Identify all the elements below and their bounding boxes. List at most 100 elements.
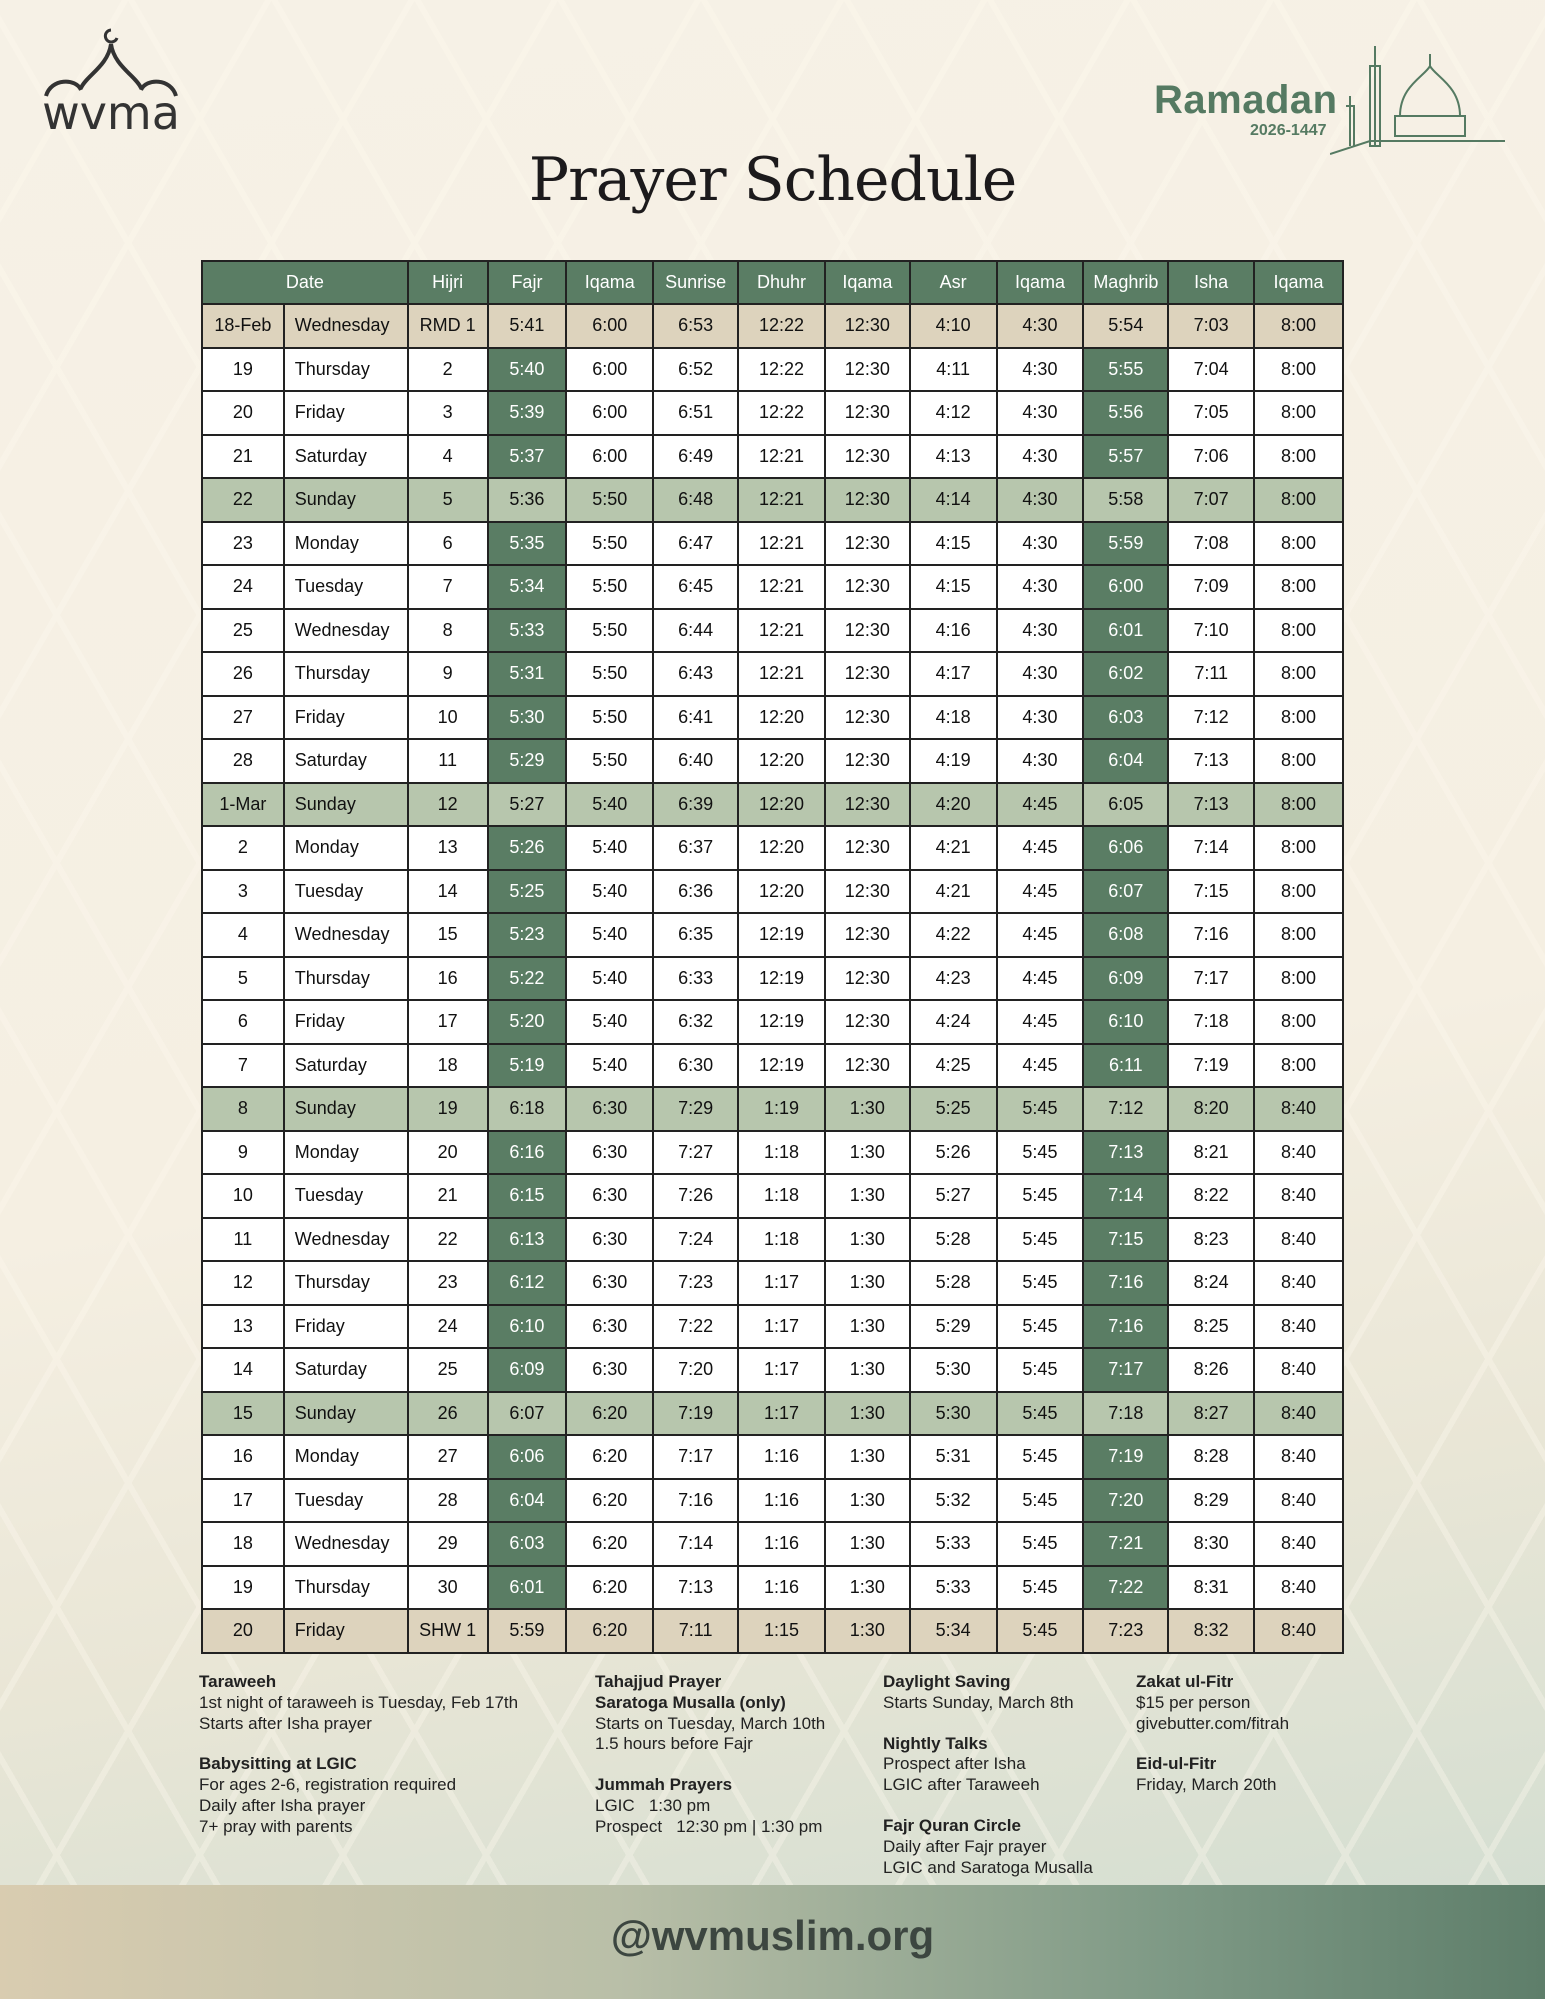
cell-date: 20 — [201, 390, 285, 436]
cell-asr: 5:33 — [908, 1564, 998, 1610]
cell-asr-iqama: 5:45 — [995, 1086, 1085, 1132]
note-line: Starts on Tuesday, March 10th — [595, 1713, 826, 1733]
cell-isha: 7:13 — [1167, 781, 1256, 827]
cell-day: Thursday — [282, 346, 409, 392]
cell-sunrise: 6:52 — [652, 346, 740, 392]
table-row: 25 Wednesday 8 5:33 5:50 6:44 12:21 12:30 4:16 4:… — [201, 607, 1344, 653]
cell-sunrise: 7:16 — [652, 1477, 740, 1523]
cell-date: 3 — [201, 868, 285, 914]
cell-sunrise: 7:17 — [652, 1434, 740, 1480]
note-line: Starts Sunday, March 8th — [883, 1692, 1074, 1712]
table-row: 12 Thursday 23 6:12 6:30 7:23 1:17 1:30 5:28 5:45… — [201, 1260, 1344, 1306]
cell-dhuhr: 12:19 — [737, 912, 826, 958]
cell-asr-iqama: 5:45 — [995, 1477, 1085, 1523]
cell-dhuhr: 12:20 — [737, 868, 826, 914]
header-asr-iqama: Iqama — [995, 260, 1085, 305]
cell-isha: 8:24 — [1167, 1260, 1256, 1306]
cell-isha-iqama: 8:40 — [1253, 1260, 1344, 1306]
cell-asr: 4:24 — [908, 999, 998, 1045]
cell-dhuhr-iqama: 12:30 — [823, 477, 911, 523]
cell-dhuhr: 1:19 — [737, 1086, 826, 1132]
cell-dhuhr-iqama: 1:30 — [823, 1390, 911, 1436]
note-block: Nightly Talks Prospect after Isha LGIC aft… — [883, 1734, 1093, 1796]
cell-dhuhr: 1:17 — [737, 1347, 826, 1393]
cell-sunrise: 6:32 — [652, 999, 740, 1045]
cell-isha-iqama: 8:00 — [1253, 564, 1344, 610]
table-row: 18 Wednesday 29 6:03 6:20 7:14 1:16 1:30 5:33 5:4… — [201, 1521, 1344, 1567]
cell-dhuhr: 12:19 — [737, 1042, 826, 1088]
note-line: 1.5 hours before Fajr — [595, 1734, 753, 1754]
cell-maghrib: 6:09 — [1082, 955, 1170, 1001]
cell-hijri: 25 — [406, 1347, 489, 1393]
cell-asr: 4:22 — [908, 912, 998, 958]
cell-fajr-iqama: 6:30 — [565, 1260, 655, 1306]
cell-sunrise: 7:27 — [652, 1129, 740, 1175]
cell-dhuhr: 12:21 — [737, 651, 826, 697]
cell-dhuhr-iqama: 1:30 — [823, 1260, 911, 1306]
table-row: 14 Saturday 25 6:09 6:30 7:20 1:17 1:30 5:30 5:45… — [201, 1347, 1344, 1393]
cell-dhuhr-iqama: 12:30 — [823, 999, 911, 1045]
note-block: Taraweeh 1st night of taraweeh is Tuesday… — [199, 1672, 518, 1734]
cell-fajr-iqama: 6:00 — [565, 433, 655, 479]
cell-fajr: 6:09 — [486, 1347, 568, 1393]
cell-asr-iqama: 4:30 — [995, 520, 1085, 566]
cell-date: 4 — [201, 912, 285, 958]
cell-isha-iqama: 8:00 — [1253, 433, 1344, 479]
cell-asr: 5:30 — [908, 1347, 998, 1393]
cell-hijri: 24 — [406, 1303, 489, 1349]
note-line: LGIC 1:30 pm — [595, 1795, 711, 1815]
note-heading: Eid-ul-Fitr — [1136, 1754, 1217, 1774]
cell-day: Wednesday — [282, 607, 409, 653]
cell-dhuhr-iqama: 1:30 — [823, 1173, 911, 1219]
cell-dhuhr-iqama: 1:30 — [823, 1347, 911, 1393]
table-row: 5 Thursday 16 5:22 5:40 6:33 12:19 12:30 4:23 4:4… — [201, 955, 1344, 1001]
cell-sunrise: 6:43 — [652, 651, 740, 697]
cell-sunrise: 6:44 — [652, 607, 740, 653]
cell-asr: 5:29 — [908, 1303, 998, 1349]
header-dhuhr: Dhuhr — [737, 260, 826, 305]
cell-fajr: 6:13 — [486, 1216, 568, 1262]
cell-asr-iqama: 5:45 — [995, 1564, 1085, 1610]
cell-hijri: 15 — [406, 912, 489, 958]
cell-day: Monday — [282, 520, 409, 566]
header-fajr-iqama: Iqama — [565, 260, 655, 305]
cell-isha-iqama: 8:40 — [1253, 1173, 1344, 1219]
cell-day: Monday — [282, 1129, 409, 1175]
cell-asr-iqama: 5:45 — [995, 1608, 1085, 1654]
cell-isha-iqama: 8:00 — [1253, 607, 1344, 653]
cell-hijri: 6 — [406, 520, 489, 566]
cell-maghrib: 5:54 — [1082, 303, 1170, 349]
cell-dhuhr: 1:18 — [737, 1173, 826, 1219]
cell-isha-iqama: 8:40 — [1253, 1129, 1344, 1175]
svg-text:wvma: wvma — [42, 86, 180, 136]
header-date: Date — [201, 260, 409, 305]
cell-dhuhr-iqama: 12:30 — [823, 955, 911, 1001]
fitrah-link[interactable]: givebutter.com/fitrah — [1136, 1713, 1290, 1733]
wvma-logo: wvma — [36, 26, 186, 140]
cell-isha-iqama: 8:00 — [1253, 303, 1344, 349]
notes-column: Taraweeh 1st night of taraweeh is Tuesday… — [199, 1672, 518, 1858]
cell-maghrib: 5:57 — [1082, 433, 1170, 479]
cell-sunrise: 6:45 — [652, 564, 740, 610]
cell-maghrib: 6:10 — [1082, 999, 1170, 1045]
cell-date: 13 — [201, 1303, 285, 1349]
cell-asr-iqama: 4:30 — [995, 390, 1085, 436]
cell-hijri: 19 — [406, 1086, 489, 1132]
cell-isha: 7:07 — [1167, 477, 1256, 523]
cell-dhuhr-iqama: 1:30 — [823, 1564, 911, 1610]
cell-isha-iqama: 8:00 — [1253, 999, 1344, 1045]
cell-date: 19 — [201, 346, 285, 392]
cell-maghrib: 7:15 — [1082, 1216, 1170, 1262]
cell-fajr-iqama: 6:00 — [565, 346, 655, 392]
cell-isha-iqama: 8:00 — [1253, 651, 1344, 697]
cell-hijri: RMD 1 — [406, 303, 489, 349]
cell-sunrise: 7:22 — [652, 1303, 740, 1349]
table-row: 23 Monday 6 5:35 5:50 6:47 12:21 12:30 4:15 4:30 5… — [201, 520, 1344, 566]
cell-day: Saturday — [282, 1347, 409, 1393]
cell-date: 26 — [201, 651, 285, 697]
cell-fajr: 5:30 — [486, 694, 568, 740]
cell-day: Tuesday — [282, 564, 409, 610]
cell-dhuhr-iqama: 12:30 — [823, 825, 911, 871]
cell-hijri: 9 — [406, 651, 489, 697]
cell-day: Sunday — [282, 1086, 409, 1132]
